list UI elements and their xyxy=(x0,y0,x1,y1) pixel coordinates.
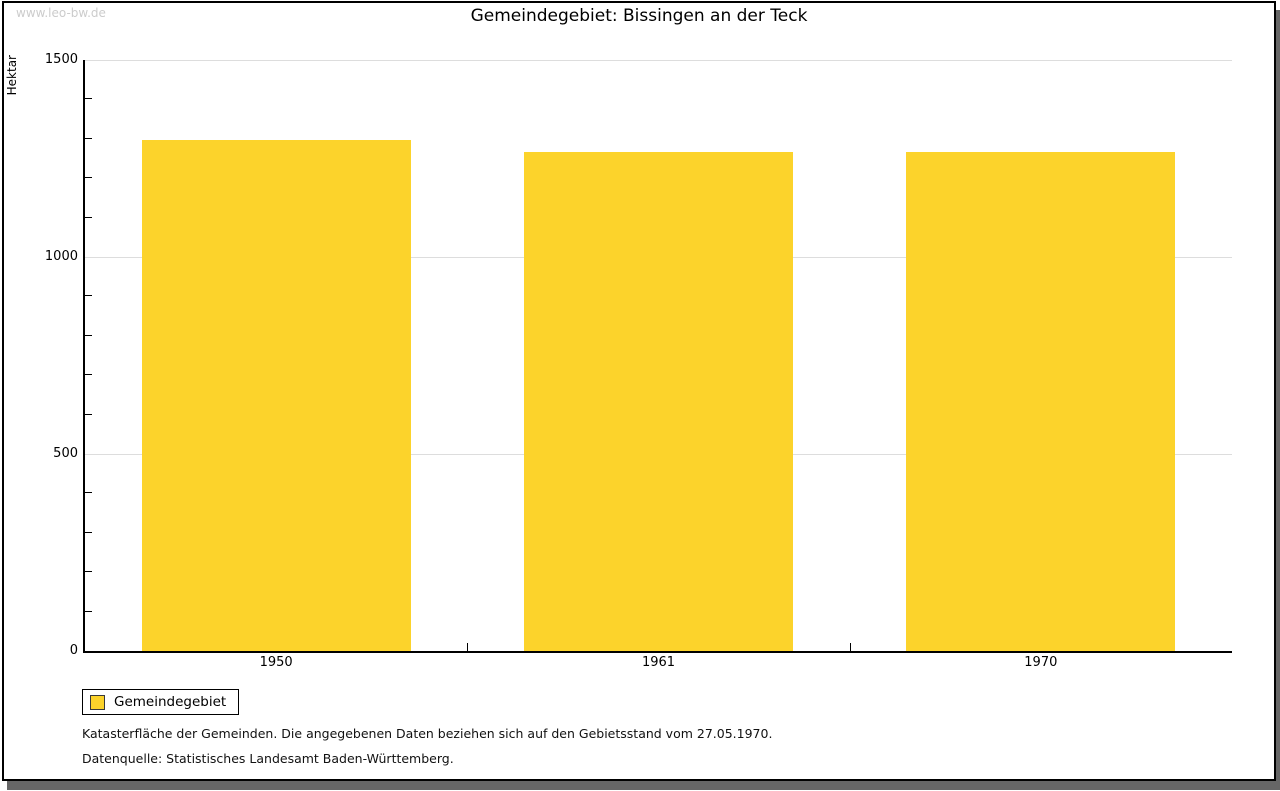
y-minor-tick xyxy=(85,295,92,297)
chart-title: Gemeindegebiet: Bissingen an der Teck xyxy=(470,6,808,26)
plot-area xyxy=(83,60,1232,653)
legend-label: Gemeindegebiet xyxy=(114,694,227,710)
y-minor-tick xyxy=(85,374,92,376)
y-minor-tick xyxy=(85,413,92,415)
x-axis-tick xyxy=(467,643,469,651)
watermark: www.leo-bw.de xyxy=(16,6,106,20)
footnote-description: Katasterfläche der Gemeinden. Die angege… xyxy=(82,726,773,741)
bar-1970 xyxy=(906,152,1176,651)
y-axis-tick-labels: 0 500 1000 1500 xyxy=(4,52,78,658)
legend: Gemeindegebiet xyxy=(82,689,240,715)
bar-1950 xyxy=(141,139,411,651)
y-minor-tick xyxy=(85,334,92,336)
y-minor-tick xyxy=(85,216,92,218)
gridline-1500 xyxy=(85,60,1232,61)
y-tick-label-500: 500 xyxy=(53,446,78,461)
y-minor-tick xyxy=(85,571,92,573)
bar-1961 xyxy=(524,152,793,651)
y-minor-tick xyxy=(85,531,92,533)
footnote-source: Datenquelle: Statistisches Landesamt Bad… xyxy=(82,751,454,766)
x-tick-label-1950: 1950 xyxy=(259,655,293,670)
y-minor-tick xyxy=(85,137,92,139)
y-tick-label-1000: 1000 xyxy=(44,249,78,264)
x-axis-tick-labels: 1950 1961 1970 xyxy=(85,655,1232,673)
y-tick-label-1500: 1500 xyxy=(44,52,78,67)
legend-swatch xyxy=(90,694,105,710)
y-minor-tick xyxy=(85,610,92,612)
y-tick-label-0: 0 xyxy=(69,643,78,658)
x-tick-label-1970: 1970 xyxy=(1024,655,1058,670)
y-minor-tick xyxy=(85,492,92,494)
x-axis-tick xyxy=(849,643,851,651)
y-minor-tick xyxy=(85,177,92,179)
y-minor-tick xyxy=(85,98,92,100)
x-tick-label-1961: 1961 xyxy=(641,655,676,670)
